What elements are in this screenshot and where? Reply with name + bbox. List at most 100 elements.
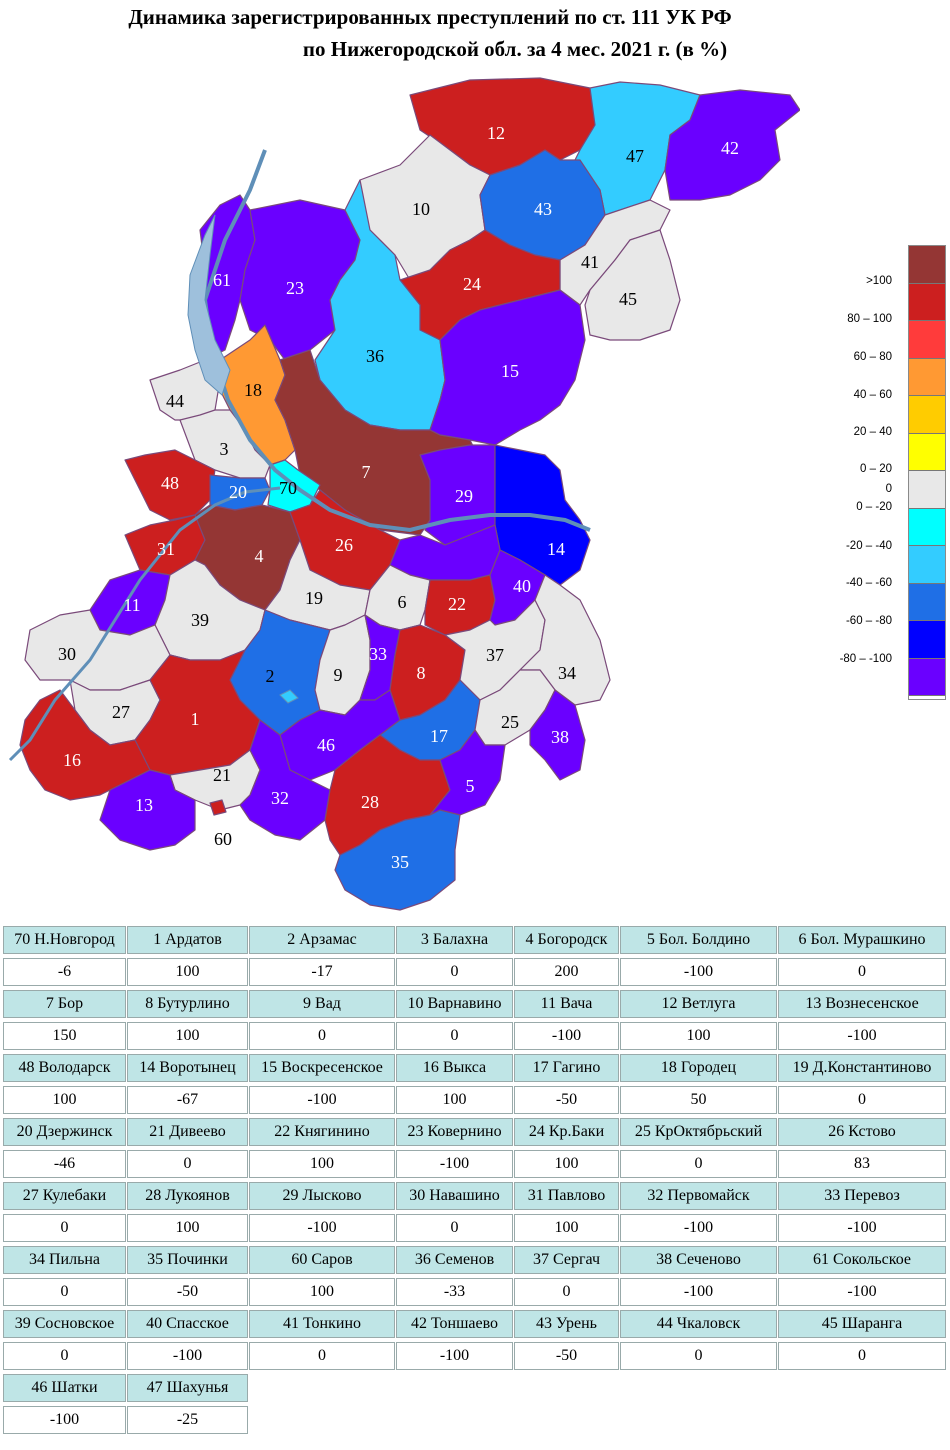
district-name-cell: 31 Павлово <box>514 1182 619 1210</box>
district-name-cell: 47 Шахунья <box>127 1374 248 1402</box>
reservoir <box>187 214 231 396</box>
region-35 <box>334 809 461 911</box>
legend-swatch-5 <box>909 433 945 471</box>
district-value-cell: -67 <box>127 1086 248 1114</box>
region-13 <box>99 769 196 851</box>
district-name-cell: 12 Ветлуга <box>620 990 777 1018</box>
district-name-cell: 9 Вад <box>249 990 395 1018</box>
legend-swatch-3 <box>909 358 945 396</box>
district-name-cell: 38 Сеченово <box>620 1246 777 1274</box>
legend-label-5: 0 – 20 <box>860 463 892 475</box>
district-value-cell: 100 <box>3 1086 126 1114</box>
district-value-cell: -100 <box>249 1214 395 1242</box>
region-15 <box>429 289 586 446</box>
region-32 <box>239 719 331 841</box>
region-45 <box>584 229 681 341</box>
map-title-line2: по Нижегородской обл. за 4 мес. 2021 г. … <box>302 37 728 61</box>
district-value-cell: -50 <box>127 1278 248 1306</box>
district-name-cell: 2 Арзамас <box>249 926 395 954</box>
district-value-cell: 150 <box>3 1022 126 1050</box>
district-value-cell: 100 <box>127 958 248 986</box>
district-name-cell: 10 Варнавино <box>396 990 513 1018</box>
district-name-cell: 4 Богородск <box>514 926 619 954</box>
district-value-cell: -100 <box>778 1214 946 1242</box>
district-name-cell: 25 КрОктябрьский <box>620 1118 777 1146</box>
district-value-cell: -46 <box>3 1150 126 1178</box>
district-value-cell: -50 <box>514 1342 619 1370</box>
district-name-cell: 27 Кулебаки <box>3 1182 126 1210</box>
district-value-cell: -33 <box>396 1278 513 1306</box>
district-name-cell: 70 Н.Новгород <box>3 926 126 954</box>
district-value-cell: 100 <box>249 1278 395 1306</box>
legend-swatch-7 <box>909 508 945 546</box>
district-value-cell: 0 <box>249 1022 395 1050</box>
district-value-cell: -100 <box>396 1342 513 1370</box>
district-name-cell: 45 Шаранга <box>778 1310 946 1338</box>
district-value-cell: -6 <box>3 958 126 986</box>
district-value-cell: 0 <box>514 1278 619 1306</box>
district-value-cell: 100 <box>249 1150 395 1178</box>
district-name-cell: 28 Лукоянов <box>127 1182 248 1210</box>
district-name-cell: 30 Навашино <box>396 1182 513 1210</box>
legend-label-3: 40 – 60 <box>853 389 892 401</box>
legend-swatch-6 <box>909 471 945 509</box>
district-name-cell: 48 Володарск <box>3 1054 126 1082</box>
district-value-cell: -100 <box>778 1022 946 1050</box>
district-value-cell: 83 <box>778 1150 946 1178</box>
district-value-cell: -100 <box>127 1342 248 1370</box>
district-value-cell: 100 <box>620 1022 777 1050</box>
district-name-cell: 26 Кстово <box>778 1118 946 1146</box>
district-name-cell: 34 Пильна <box>3 1246 126 1274</box>
district-value-cell: 0 <box>396 1022 513 1050</box>
district-name-cell: 19 Д.Константиново <box>778 1054 946 1082</box>
legend-label-8: -20 – -40 <box>845 540 892 552</box>
legend-swatch-8 <box>909 546 945 584</box>
region-60 <box>209 799 227 816</box>
district-value-cell: 0 <box>620 1150 777 1178</box>
district-name-cell: 43 Урень <box>514 1310 619 1338</box>
district-name-cell: 8 Бутурлино <box>127 990 248 1018</box>
district-name-cell: 23 Ковернино <box>396 1118 513 1146</box>
region-38 <box>529 689 586 781</box>
district-name-cell: 39 Сосновское <box>3 1310 126 1338</box>
district-value-cell: 0 <box>620 1342 777 1370</box>
district-value-cell: 100 <box>396 1086 513 1114</box>
legend-label-9: -40 – -60 <box>845 577 892 589</box>
district-name-cell: 18 Городец <box>620 1054 777 1082</box>
district-value-cell: 0 <box>249 1342 395 1370</box>
district-value-cell: -100 <box>620 958 777 986</box>
district-name-cell: 32 Первомайск <box>620 1182 777 1210</box>
district-name-cell: 42 Тоншаево <box>396 1310 513 1338</box>
district-value-cell: -17 <box>249 958 395 986</box>
district-value-cell: 0 <box>778 1342 946 1370</box>
district-name-cell: 44 Чкаловск <box>620 1310 777 1338</box>
district-value-cell: -100 <box>514 1022 619 1050</box>
district-name-cell: 40 Спасское <box>127 1310 248 1338</box>
district-name-cell: 22 Княгинино <box>249 1118 395 1146</box>
district-value-cell: -25 <box>127 1406 248 1434</box>
district-value-cell: -100 <box>778 1278 946 1306</box>
district-name-cell: 29 Лысково <box>249 1182 395 1210</box>
district-value-cell: -100 <box>249 1086 395 1114</box>
legend-swatch-0 <box>909 246 945 284</box>
region-46 <box>279 689 401 781</box>
district-name-cell: 46 Шатки <box>3 1374 126 1402</box>
district-name-cell: 36 Семенов <box>396 1246 513 1274</box>
district-value-cell: 0 <box>127 1150 248 1178</box>
region-5 <box>429 729 506 816</box>
legend-label-11: -80 – -100 <box>839 653 892 665</box>
legend-label-2: 60 – 80 <box>853 351 892 363</box>
oka-river <box>8 486 281 762</box>
district-value-cell: 0 <box>778 1086 946 1114</box>
district-name-cell: 24 Кр.Баки <box>514 1118 619 1146</box>
district-value-cell: 100 <box>514 1214 619 1242</box>
district-name-cell: 33 Перевоз <box>778 1182 946 1210</box>
district-name-cell: 15 Воскресенское <box>249 1054 395 1082</box>
legend-swatch-4 <box>909 396 945 434</box>
district-value-cell: 100 <box>127 1214 248 1242</box>
legend-swatch-11 <box>909 658 945 696</box>
district-name-cell: 37 Сергач <box>514 1246 619 1274</box>
legend-label-0: >100 <box>866 275 892 287</box>
district-name-cell: 11 Вача <box>514 990 619 1018</box>
district-value-cell: -100 <box>3 1406 126 1434</box>
